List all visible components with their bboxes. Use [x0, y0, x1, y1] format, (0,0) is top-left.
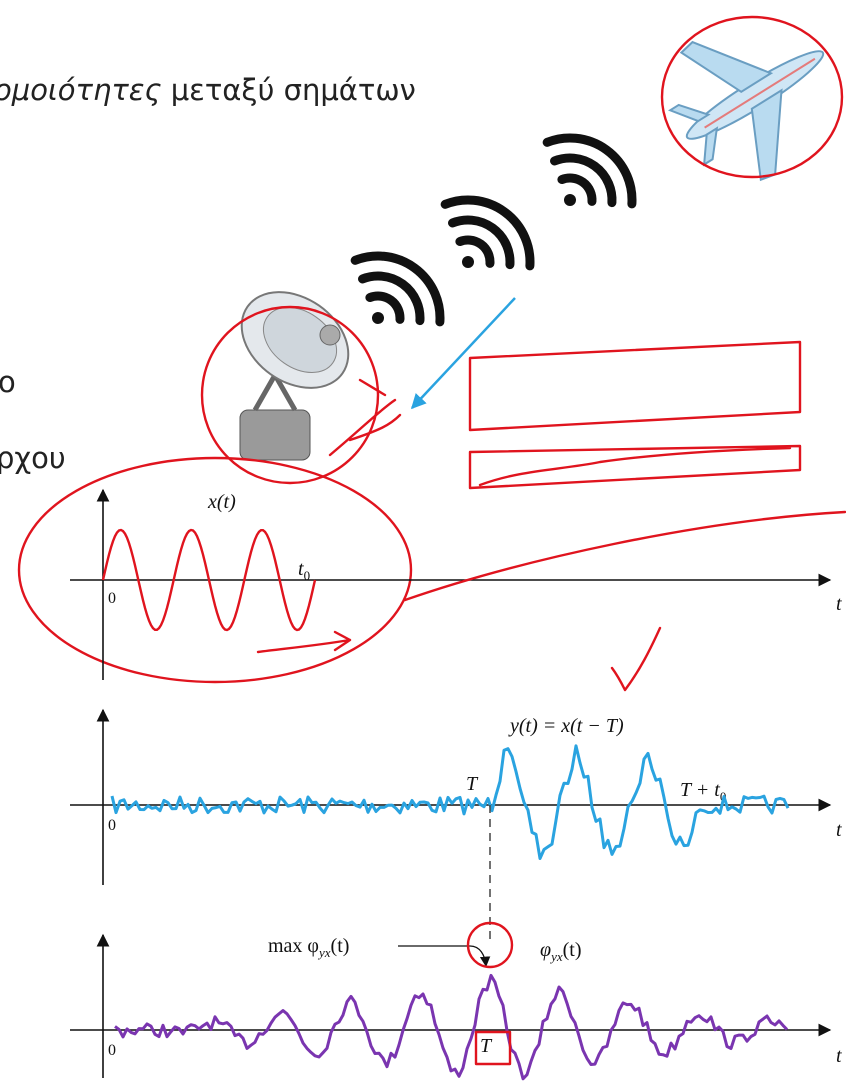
radar-icon: [223, 272, 366, 460]
signal-curve: [115, 975, 787, 1078]
plot-label: y(t) = x(t − T): [508, 715, 624, 737]
plot-label: x(t): [207, 491, 236, 513]
airplane-icon: [646, 0, 846, 204]
axis-label: t: [836, 593, 842, 615]
plot-label: φyx(t): [540, 939, 582, 964]
slide: ομοιότητες μεταξύ σημάτων ο ρχου x(t) t0…: [0, 0, 846, 1081]
delay-label: T + t0: [680, 779, 726, 804]
side-text: ρχου: [0, 441, 66, 475]
annotation-arrow: [412, 298, 515, 408]
axis-label: t: [836, 819, 842, 841]
annotation-strokes: [258, 512, 845, 690]
origin-label: 0: [108, 1042, 116, 1059]
origin-label: 0: [108, 590, 116, 607]
side-text: ο: [0, 365, 16, 399]
annotation-boxes: [470, 342, 800, 488]
signal-curve: [112, 746, 788, 859]
signal-dot: [372, 312, 384, 324]
signal-dot: [462, 256, 474, 268]
slide-title: ομοιότητες μεταξύ σημάτων: [0, 73, 416, 107]
annotation-circle: [468, 923, 512, 967]
pointer-arrow: [398, 946, 486, 966]
peak-label: T: [480, 1035, 493, 1057]
signal-dot: [564, 194, 576, 206]
annotation-scribble: [330, 380, 400, 455]
origin-label: 0: [108, 817, 116, 834]
plot-label: t0: [298, 558, 310, 583]
delay-label: T: [466, 773, 479, 795]
signal-waves: [355, 138, 632, 324]
axis-label: t: [836, 1045, 842, 1067]
plot-label: max φyx(t): [268, 935, 349, 960]
